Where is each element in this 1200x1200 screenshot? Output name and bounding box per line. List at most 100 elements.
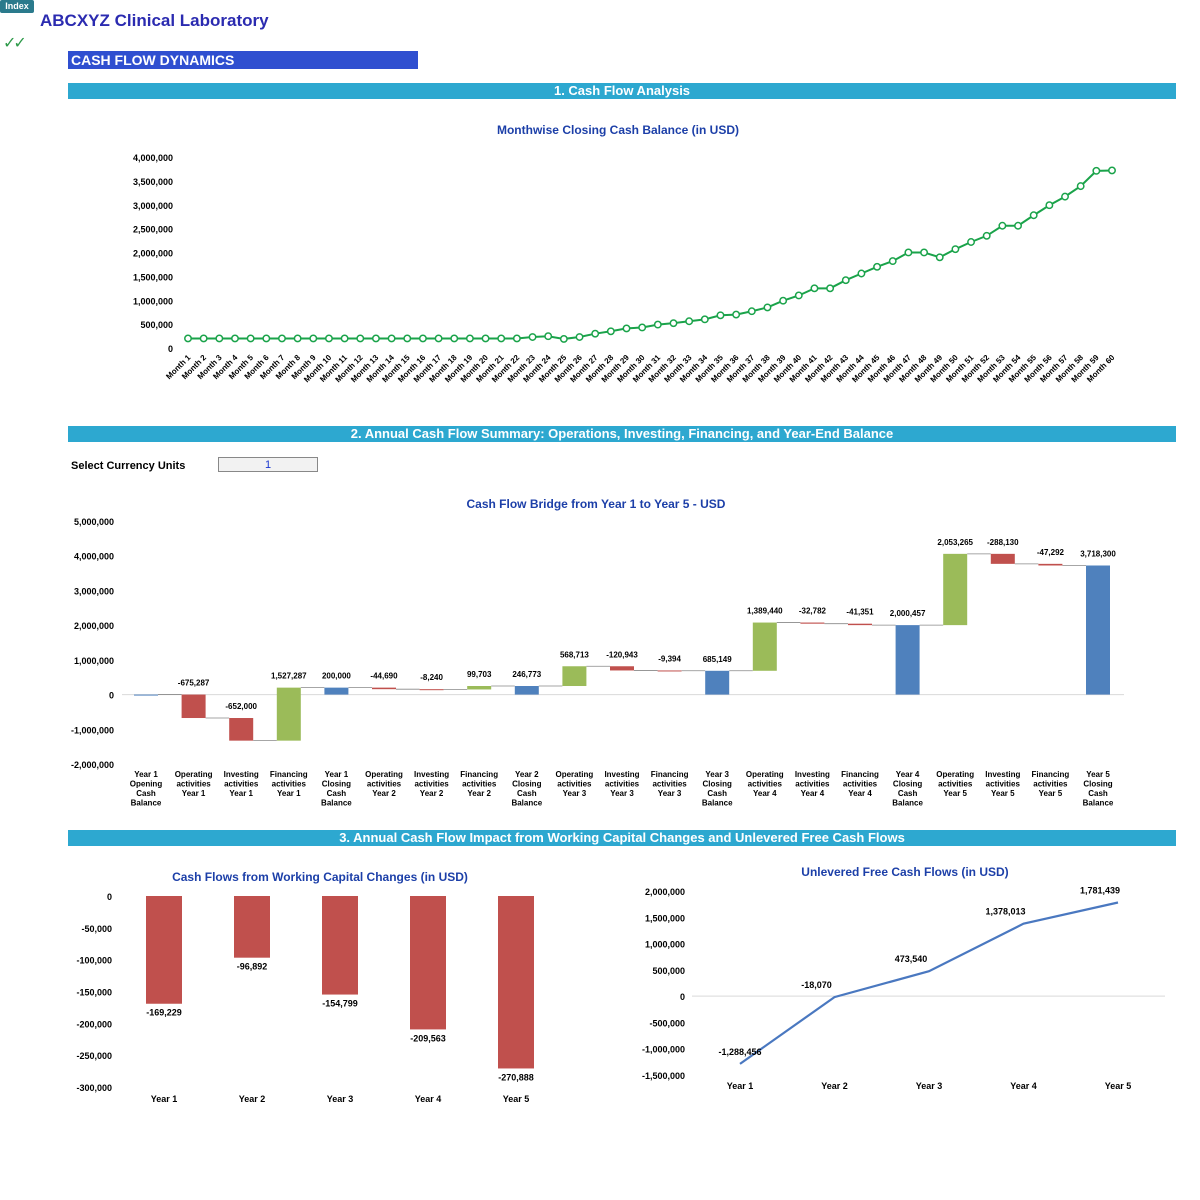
data-point (763, 303, 772, 312)
data-point (512, 334, 521, 343)
y-tick-label: -1,000,000 (642, 1045, 685, 1055)
y-tick-label: 1,500,000 (645, 913, 685, 923)
x-tick-label: Cash (707, 789, 727, 798)
data-point (575, 333, 584, 341)
y-tick-label: 3,500,000 (133, 177, 173, 187)
data-label: -120,943 (606, 650, 638, 659)
data-label: -209,563 (410, 1033, 446, 1043)
x-tick-label: Financing (841, 770, 879, 779)
bar (467, 686, 492, 690)
y-tick-label: 3,000,000 (133, 201, 173, 211)
data-point (606, 327, 615, 336)
bar (498, 896, 534, 1069)
x-tick-label: Year 4 (1010, 1081, 1037, 1091)
data-point (967, 238, 976, 246)
data-label: 685,149 (703, 655, 732, 664)
x-tick-label: Investing (985, 770, 1020, 779)
x-tick-label: activities (367, 780, 402, 789)
x-tick-label: activities (462, 780, 497, 789)
bar (234, 896, 270, 958)
data-point (465, 334, 474, 343)
y-tick-label: 4,000,000 (74, 552, 114, 562)
y-tick-label: -200,000 (76, 1019, 112, 1029)
data-point (528, 333, 537, 341)
index-button[interactable]: Index (0, 0, 34, 13)
x-tick-label: Closing (703, 780, 732, 789)
x-tick-label: Balance (1083, 799, 1114, 808)
x-tick-label: Year 2 (239, 1094, 266, 1104)
data-point (1076, 182, 1085, 191)
x-tick-label: Year 3 (916, 1081, 943, 1091)
x-tick-label: Closing (512, 780, 541, 789)
y-tick-label: 1,000,000 (74, 656, 114, 666)
x-tick-label: Year 1 (182, 789, 206, 798)
bar (372, 687, 396, 690)
data-point (873, 262, 882, 271)
data-point (403, 334, 412, 343)
y-tick-label: -300,000 (76, 1083, 112, 1093)
data-point (544, 332, 553, 341)
data-point (810, 284, 819, 293)
x-tick-label: Investing (414, 770, 449, 779)
bar (943, 553, 968, 626)
x-tick-label: Operating (365, 770, 403, 779)
data-label: 200,000 (322, 672, 351, 681)
x-tick-label: Financing (651, 770, 689, 779)
data-point (700, 315, 709, 324)
data-point (418, 334, 427, 343)
data-point (998, 221, 1007, 230)
data-point (497, 334, 506, 343)
y-tick-label: 1,500,000 (133, 272, 173, 282)
y-tick-label: -150,000 (76, 988, 112, 998)
data-label: -8,240 (420, 673, 443, 682)
data-point (982, 231, 991, 240)
data-point (356, 334, 365, 343)
data-point (888, 257, 897, 266)
y-tick-label: 500,000 (140, 320, 173, 330)
x-tick-label: Balance (131, 799, 162, 808)
x-tick-label: Cash (1088, 789, 1108, 798)
cash-flow-bridge-chart: 5,000,000 4,000,000 3,000,000 2,000,000 1,00… (71, 517, 1124, 808)
bar (276, 687, 301, 741)
data-label: 2,000,457 (890, 609, 926, 618)
x-tick-label: Year 4 (415, 1094, 442, 1104)
y-tick-label: 5,000,000 (74, 517, 114, 527)
x-tick-label: Year 5 (1039, 789, 1063, 798)
data-point (638, 323, 647, 332)
data-point (841, 276, 850, 285)
data-point (324, 334, 333, 343)
x-tick-label: activities (414, 780, 449, 789)
section-header-annual-summary: 2. Annual Cash Flow Summary: Operations,… (68, 426, 1176, 442)
data-point (184, 334, 192, 343)
y-tick-label: 3,000,000 (74, 586, 114, 596)
bar (990, 553, 1015, 564)
x-tick-label: Year 5 (943, 789, 967, 798)
data-point (935, 253, 944, 262)
x-tick-label: Operating (746, 770, 784, 779)
x-tick-label: Financing (1032, 770, 1070, 779)
x-tick-label: activities (1033, 780, 1068, 789)
data-point (434, 334, 443, 343)
x-tick-label: Cash (136, 789, 156, 798)
x-tick-label: Year 2 (515, 770, 539, 779)
x-tick-label: Balance (321, 799, 352, 808)
y-tick-label: -2,000,000 (71, 760, 114, 770)
x-tick-label: Year 3 (327, 1094, 354, 1104)
data-point (1092, 166, 1101, 175)
bar (181, 694, 206, 719)
y-tick-label: 4,000,000 (133, 153, 173, 163)
y-tick-label: 2,500,000 (133, 225, 173, 235)
x-tick-label: Investing (795, 770, 830, 779)
x-tick-label: activities (938, 780, 973, 789)
data-point (1014, 221, 1022, 230)
x-tick-label: Year 3 (658, 789, 682, 798)
data-point (387, 334, 396, 343)
x-tick-label: activities (224, 780, 259, 789)
data-point (278, 334, 286, 343)
currency-units-input[interactable]: 1 (218, 457, 318, 472)
x-tick-label: activities (986, 780, 1021, 789)
x-tick-label: Balance (511, 799, 542, 808)
x-tick-label: activities (605, 780, 640, 789)
bar (229, 718, 254, 741)
x-tick-label: Financing (270, 770, 308, 779)
